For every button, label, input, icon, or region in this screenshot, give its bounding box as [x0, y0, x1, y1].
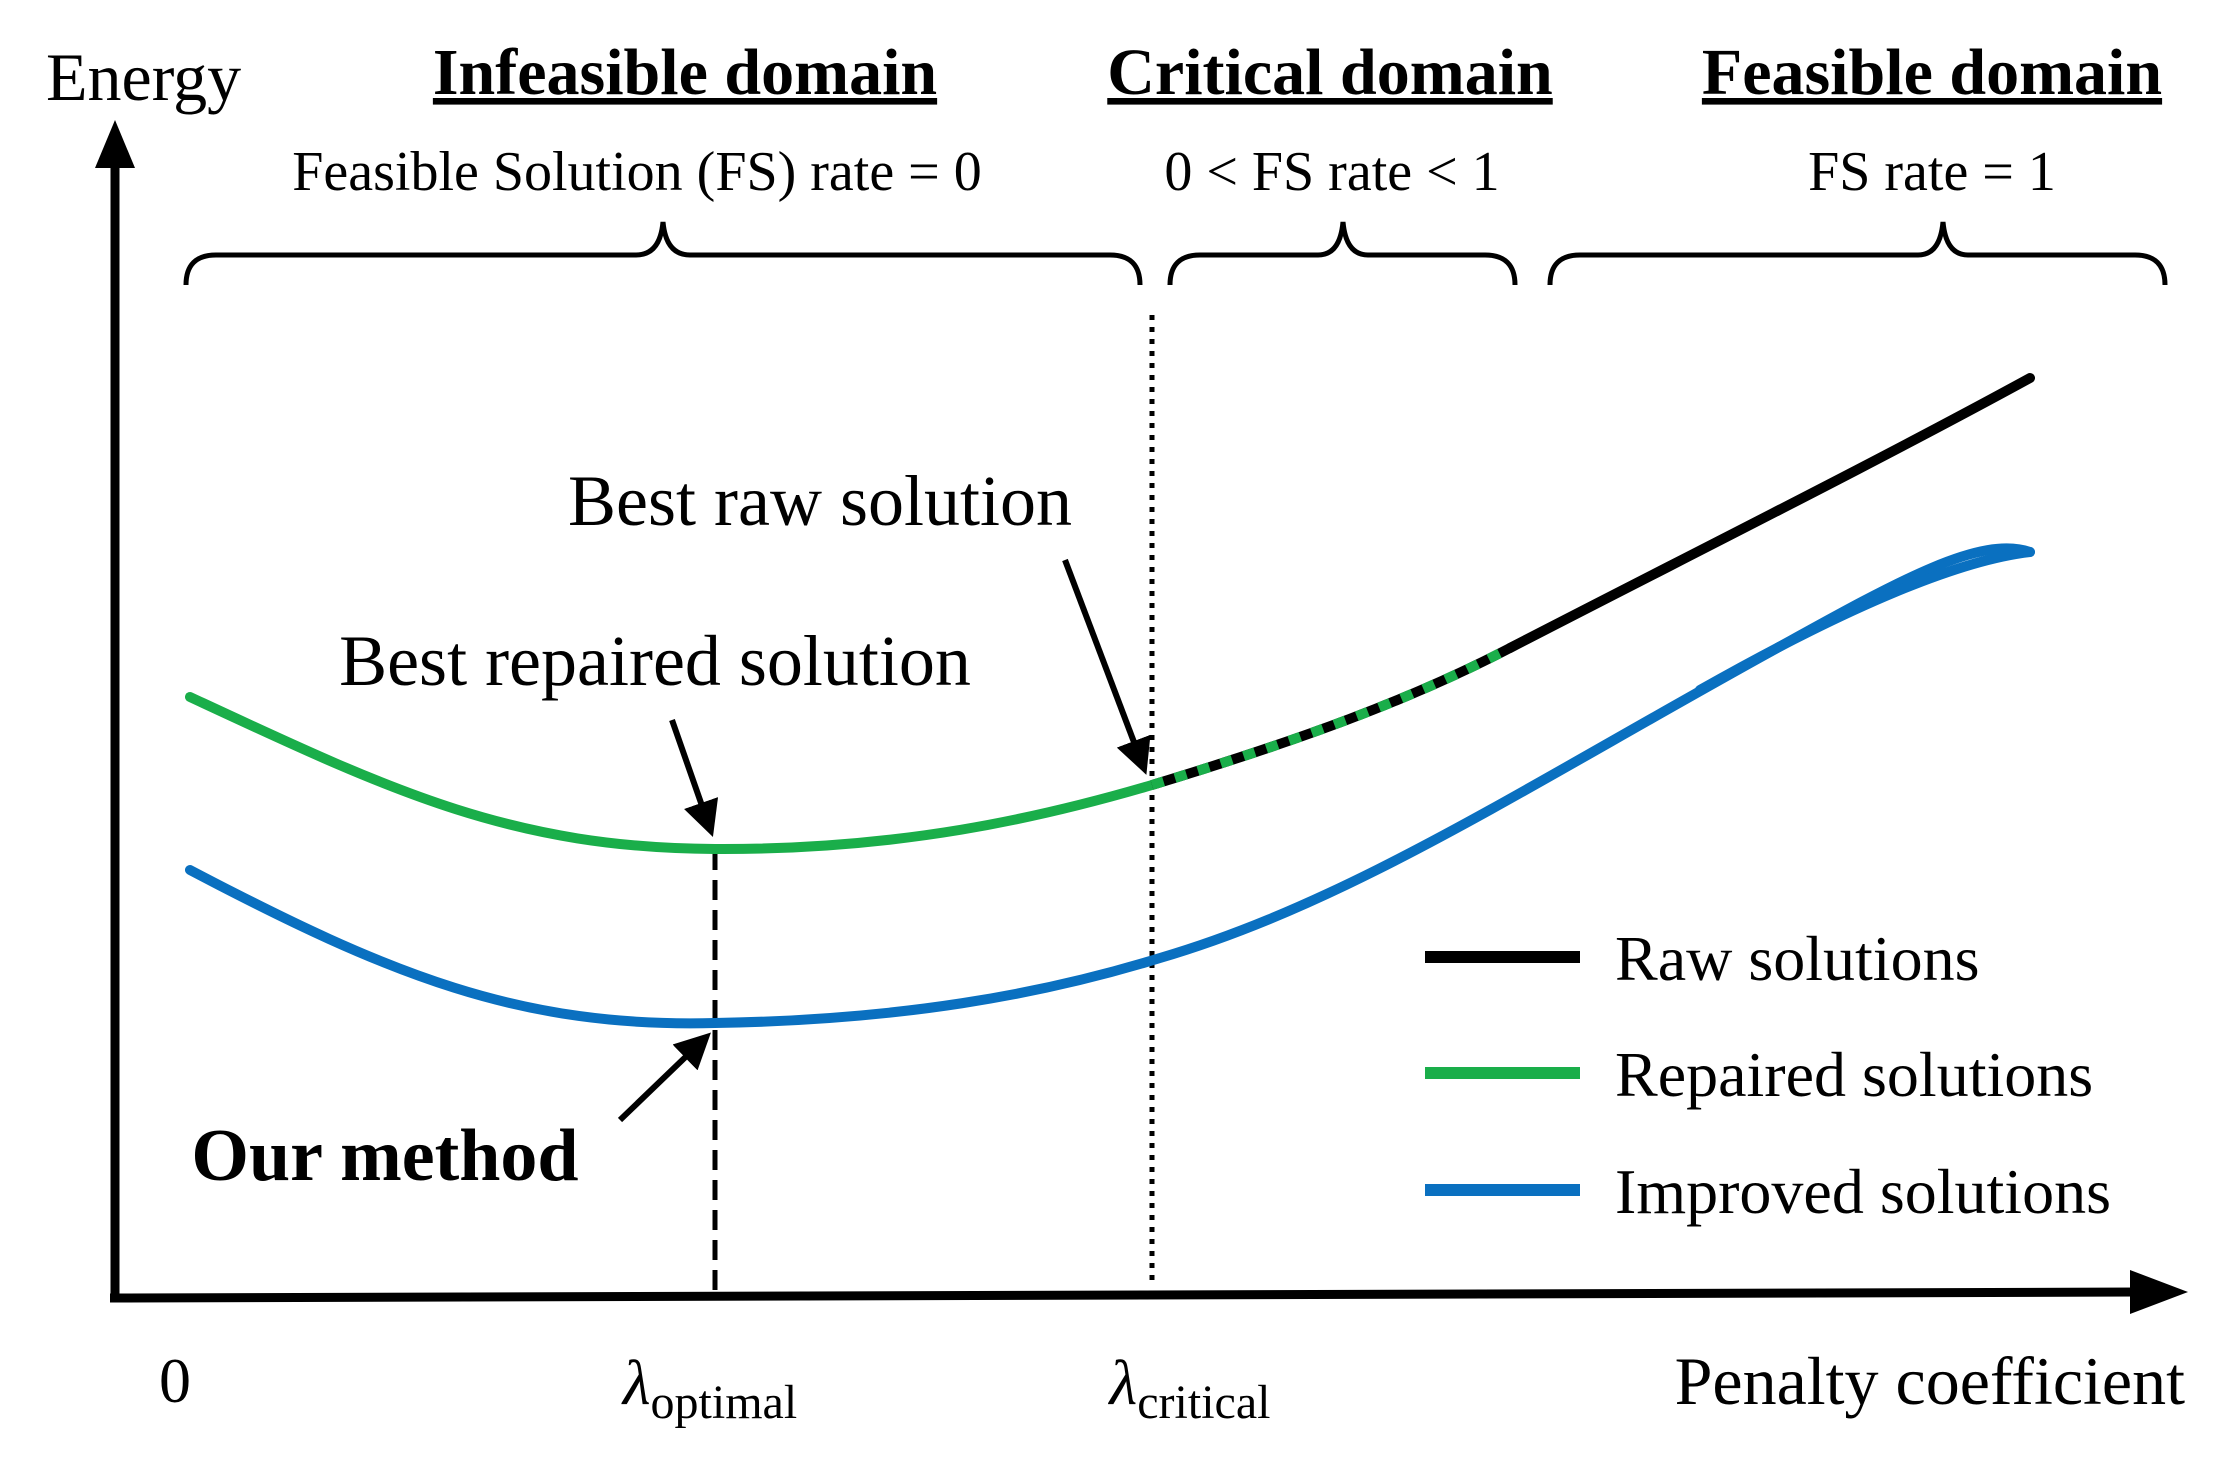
tick-label-lambda-optimal: λoptimal	[621, 1347, 797, 1429]
y-axis-label: Energy	[46, 39, 241, 115]
lambda-optimal-symbol: λ	[621, 1347, 651, 1418]
best-raw-label: Best raw solution	[568, 461, 1072, 541]
legend-label-raw: Raw solutions	[1615, 923, 1979, 994]
repaired-solutions-curve-dotted	[1150, 643, 1513, 790]
lambda-critical-subscript: critical	[1137, 1376, 1270, 1429]
x-axis-label: Penalty coefficient	[1675, 1343, 2186, 1419]
tick-label-zero: 0	[159, 1345, 191, 1416]
y-axis-arrowhead	[95, 120, 135, 168]
legend-label-repaired: Repaired solutions	[1615, 1039, 2093, 1110]
best-raw-arrow	[1062, 558, 1151, 775]
rate-label-feasible: FS rate = 1	[1808, 141, 2056, 203]
our-method-arrow	[617, 1032, 711, 1123]
brace-infeasible	[183, 221, 1143, 286]
lambda-optimal-subscript: optimal	[651, 1376, 798, 1429]
our-method-label: Our method	[191, 1115, 578, 1197]
rate-label-infeasible: Feasible Solution (FS) rate = 0	[292, 141, 982, 203]
x-axis-arrowhead	[2130, 1270, 2188, 1314]
legend-label-improved: Improved solutions	[1615, 1156, 2111, 1227]
improved-solutions-curve-tail	[1695, 547, 2035, 695]
raw-solutions-curve	[1505, 373, 2035, 653]
best-repaired-label: Best repaired solution	[339, 621, 971, 701]
best-repaired-arrow	[669, 719, 719, 837]
x-axis	[109, 1287, 2141, 1303]
brace-feasible	[1547, 221, 2168, 286]
domain-title-critical: Critical domain	[1107, 36, 1552, 109]
rate-label-critical: 0 < FS rate < 1	[1164, 141, 1499, 203]
lambda-critical-symbol: λ	[1108, 1347, 1138, 1418]
brace-critical	[1167, 221, 1518, 286]
domain-title-feasible: Feasible domain	[1702, 36, 2162, 109]
repaired-solutions-curve	[185, 692, 1157, 855]
tick-label-lambda-critical: λcritical	[1108, 1347, 1271, 1429]
domain-title-infeasible: Infeasible domain	[433, 36, 937, 109]
